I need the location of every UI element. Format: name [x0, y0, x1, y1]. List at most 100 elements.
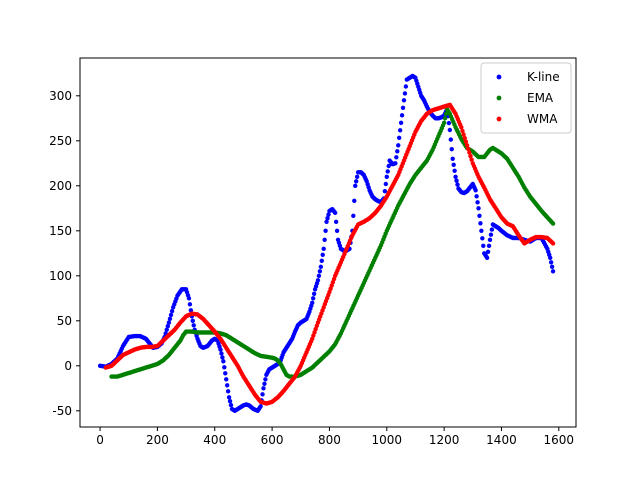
point-wma: [464, 143, 470, 148]
point-wma: [463, 139, 469, 144]
point-k-line: [310, 300, 315, 305]
point-k-line: [548, 260, 554, 265]
point-k-line: [479, 228, 484, 233]
point-k-line: [402, 91, 408, 96]
point-k-line: [400, 105, 406, 111]
point-k-line: [550, 269, 556, 274]
point-k-line: [547, 255, 553, 260]
point-k-line: [383, 181, 389, 187]
point-k-line: [484, 255, 490, 260]
point-k-line: [227, 399, 233, 404]
y-tick-label: 250: [49, 134, 72, 148]
point-k-line: [396, 135, 402, 140]
y-tick-label: 0: [64, 359, 72, 373]
x-tick-label: 400: [203, 433, 226, 447]
y-tick-label: 150: [49, 224, 72, 238]
point-k-line: [454, 178, 459, 183]
legend-marker-k-line: [496, 74, 502, 80]
point-k-line: [448, 137, 454, 142]
point-k-line: [325, 216, 330, 221]
point-k-line: [453, 174, 458, 179]
point-k-line: [485, 249, 491, 254]
x-tick-label: 1000: [372, 433, 403, 447]
legend-marker-ema: [496, 95, 502, 101]
point-k-line: [549, 264, 555, 269]
point-k-line: [164, 327, 169, 332]
point-k-line: [488, 232, 494, 237]
point-k-line: [353, 183, 358, 188]
point-k-line: [334, 228, 340, 233]
x-tick-label: 600: [261, 433, 284, 447]
y-tick-label: -50: [52, 404, 72, 418]
point-k-line: [324, 219, 329, 224]
point-k-line: [401, 98, 407, 103]
point-k-line: [446, 120, 452, 126]
point-k-line: [323, 228, 328, 233]
legend-label-wma: WMA: [527, 112, 558, 126]
point-ema: [441, 120, 447, 126]
point-k-line: [167, 316, 173, 321]
point-k-line: [219, 351, 224, 356]
point-k-line: [398, 120, 404, 126]
point-k-line: [333, 219, 339, 224]
point-k-line: [477, 213, 482, 218]
point-k-line: [455, 182, 460, 187]
point-k-line: [319, 258, 324, 263]
point-k-line: [165, 324, 171, 329]
point-k-line: [225, 389, 231, 394]
y-tick-label: 50: [57, 314, 72, 328]
point-k-line: [262, 381, 267, 386]
point-k-line: [399, 113, 405, 118]
point-k-line: [315, 278, 321, 283]
point-k-line: [317, 269, 323, 274]
x-tick-label: 1600: [544, 433, 575, 447]
point-wma: [469, 157, 474, 162]
point-k-line: [394, 155, 399, 160]
point-k-line: [452, 168, 457, 173]
point-k-line: [480, 236, 485, 241]
point-k-line: [481, 243, 486, 248]
x-tick-label: 200: [146, 433, 169, 447]
point-k-line: [351, 213, 356, 218]
point-k-line: [449, 147, 454, 152]
series-ema: [109, 107, 556, 379]
point-k-line: [403, 84, 409, 89]
point-k-line: [393, 161, 398, 166]
point-k-line: [397, 128, 403, 133]
point-k-line: [222, 365, 227, 370]
point-k-line: [187, 302, 193, 307]
point-k-line: [353, 179, 359, 184]
point-k-line: [168, 312, 174, 318]
point-k-line: [450, 156, 455, 161]
point-ema: [550, 221, 556, 226]
point-k-line: [352, 198, 357, 203]
point-k-line: [354, 174, 360, 179]
plot-area: [97, 73, 556, 413]
point-k-line: [260, 392, 265, 397]
point-k-line: [223, 371, 228, 376]
point-k-line: [261, 386, 266, 391]
point-k-line: [224, 383, 230, 388]
point-k-line: [224, 377, 229, 382]
point-k-line: [474, 194, 479, 199]
point-k-line: [169, 308, 175, 314]
point-k-line: [395, 149, 400, 154]
point-k-line: [226, 395, 232, 400]
point-wma: [462, 135, 467, 141]
x-tick-label: 800: [318, 433, 341, 447]
point-wma: [460, 128, 465, 134]
legend-box: [480, 62, 572, 134]
point-k-line: [321, 246, 326, 251]
point-k-line: [475, 200, 480, 205]
point-k-line: [318, 264, 324, 269]
series-wma: [103, 102, 556, 406]
point-wma: [459, 125, 464, 130]
point-k-line: [396, 143, 401, 148]
point-k-line: [320, 252, 325, 257]
point-k-line: [191, 323, 196, 328]
point-wma: [465, 146, 471, 152]
point-k-line: [228, 402, 234, 408]
point-k-line: [310, 296, 316, 301]
point-wma: [461, 132, 466, 137]
